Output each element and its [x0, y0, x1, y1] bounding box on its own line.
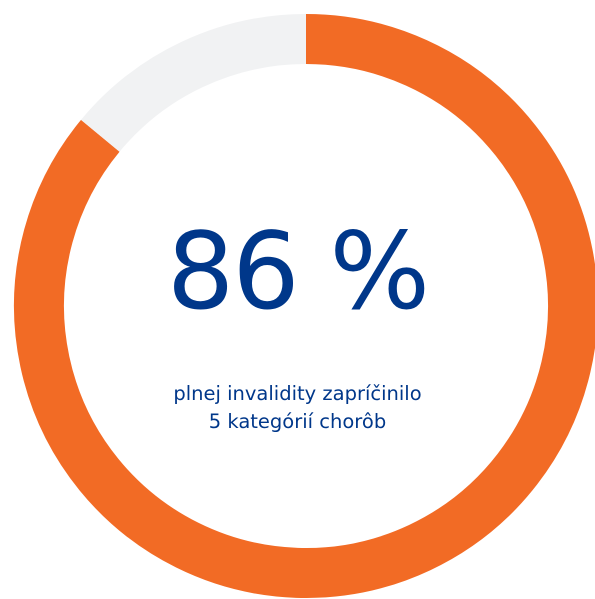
- donut-segment-remainder: [81, 14, 307, 153]
- caption-line-2: 5 kategórií chorôb: [208, 410, 387, 433]
- donut-segment-value: [14, 14, 595, 598]
- percentage-value: 86 %: [166, 210, 430, 333]
- caption-line-1: plnej invalidity zapríčinilo: [173, 382, 422, 405]
- chart-caption: plnej invalidity zapríčinilo 5 kategórií…: [0, 380, 595, 436]
